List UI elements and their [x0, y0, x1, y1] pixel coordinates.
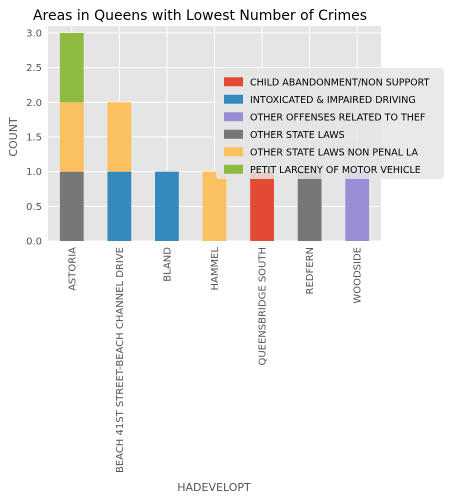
bars [59, 32, 370, 241]
bar-segment [297, 171, 322, 241]
y-tick-label: 2.0 [26, 98, 42, 109]
bar-segment [107, 102, 132, 172]
bar-segment [202, 171, 227, 241]
legend-swatch [224, 164, 243, 174]
legend-swatch [224, 94, 243, 104]
legend-label: OTHER OFFENSES RELATED TO THEF [250, 112, 425, 123]
bar-segment [59, 102, 84, 172]
bar-segment [107, 171, 132, 241]
x-tick-label: REDFERN [305, 247, 316, 294]
x-tick-labels: ASTORIA BEACH 41ST STREET-BEACH CHANNEL D… [67, 247, 363, 473]
bar-segment [59, 171, 84, 241]
legend-label: INTOXICATED & IMPAIRED DRIVING [250, 95, 416, 106]
x-tick-label: HAMMEL [210, 247, 221, 291]
y-tick-label: 3.0 [26, 28, 42, 39]
legend-label: OTHER STATE LAWS [250, 130, 345, 141]
y-tick-label: 1.5 [26, 132, 42, 143]
legend-swatch [224, 77, 243, 87]
x-tick-label: ASTORIA [67, 247, 78, 291]
legend-swatch [224, 129, 243, 139]
y-tick-label: 0.5 [26, 202, 42, 213]
y-tick-label: 1.0 [26, 167, 42, 178]
legend-swatch [224, 147, 243, 157]
y-tick-labels: 0.0 0.5 1.0 1.5 2.0 2.5 3.0 [26, 28, 42, 247]
y-tick-label: 0.0 [26, 237, 42, 248]
legend: CHILD ABANDONMENT/NON SUPPORT INTOXICATED… [216, 68, 444, 179]
bar-segment [59, 32, 84, 103]
legend-label: OTHER STATE LAWS NON PENAL LA [250, 147, 419, 158]
bar-segment [250, 171, 274, 241]
bar-segment [155, 171, 179, 241]
x-tick-label: BEACH 41ST STREET-BEACH CHANNEL DRIVE [115, 247, 126, 473]
x-tick-label: BLAND [162, 247, 173, 282]
legend-label: CHILD ABANDONMENT/NON SUPPORT [250, 77, 430, 88]
y-axis-label: COUNT [7, 117, 20, 157]
chart-title: Areas in Queens with Lowest Number of Cr… [33, 8, 367, 24]
legend-box [216, 68, 444, 179]
legend-label: PETIT LARCENY OF MOTOR VEHICLE [250, 165, 421, 176]
bar-segment [345, 171, 370, 241]
x-tick-label: QUEENSBRIDGE SOUTH [258, 247, 269, 366]
legend-swatch [224, 112, 243, 122]
x-tick-label: WOODSIDE [353, 247, 364, 304]
x-axis-label: HADEVELOPT [177, 481, 251, 494]
y-tick-label: 2.5 [26, 63, 42, 74]
